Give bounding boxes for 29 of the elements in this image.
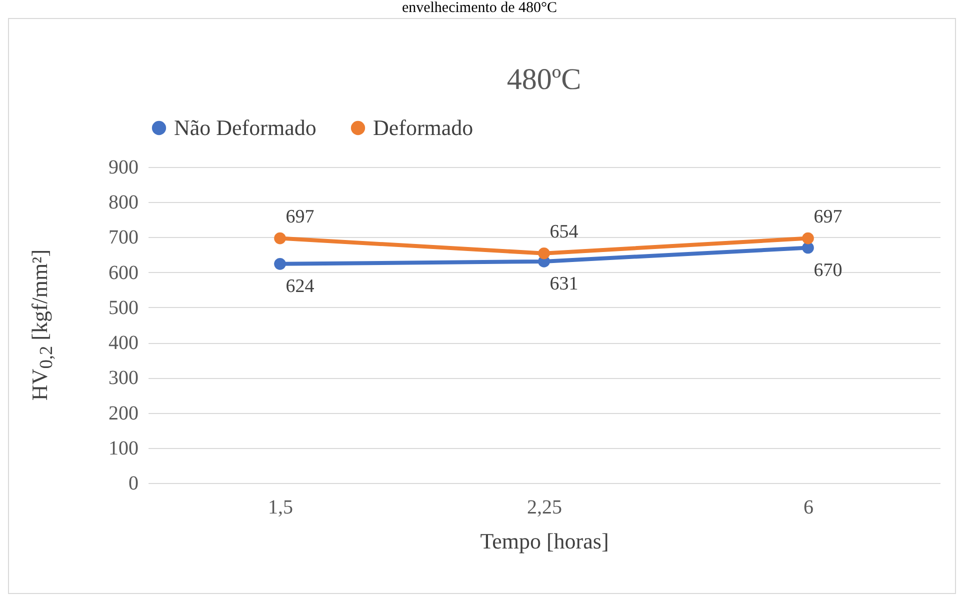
x-tick-label: 2,25 <box>527 496 562 518</box>
data-label: 654 <box>550 221 579 242</box>
point <box>802 242 814 254</box>
text: envelhecimento de 480°C <box>400 0 558 17</box>
x-tick-label: 6 <box>804 496 814 518</box>
y-tick-label: 800 <box>108 192 138 214</box>
legend-label: Não Deformado <box>174 115 316 140</box>
y-tick-label: 200 <box>108 402 138 424</box>
chart-title: 480ºC <box>506 63 582 96</box>
x-axis-title: Tempo [horas] <box>480 528 609 554</box>
data-label: 670 <box>814 260 842 281</box>
y-tick-label: 500 <box>108 296 138 319</box>
y-tick-label: 0 <box>128 472 138 494</box>
legend-label: Deformado <box>373 115 474 140</box>
y-tick-label: 700 <box>108 226 138 249</box>
point <box>538 247 550 260</box>
data-label: 697 <box>286 206 314 228</box>
x-tick-label: 1,5 <box>268 496 293 518</box>
y-tick-label: 100 <box>108 437 138 460</box>
point <box>274 258 286 270</box>
y-tick-label: 900 <box>108 156 138 178</box>
data-label: 624 <box>286 276 315 297</box>
y-tick-label: 400 <box>108 332 138 354</box>
point <box>802 232 814 244</box>
y-tick-label: 600 <box>108 262 138 284</box>
data-label: 697 <box>814 206 842 228</box>
point <box>274 232 286 244</box>
y-tick-label: 300 <box>108 367 138 390</box>
data-label: 631 <box>550 273 578 294</box>
